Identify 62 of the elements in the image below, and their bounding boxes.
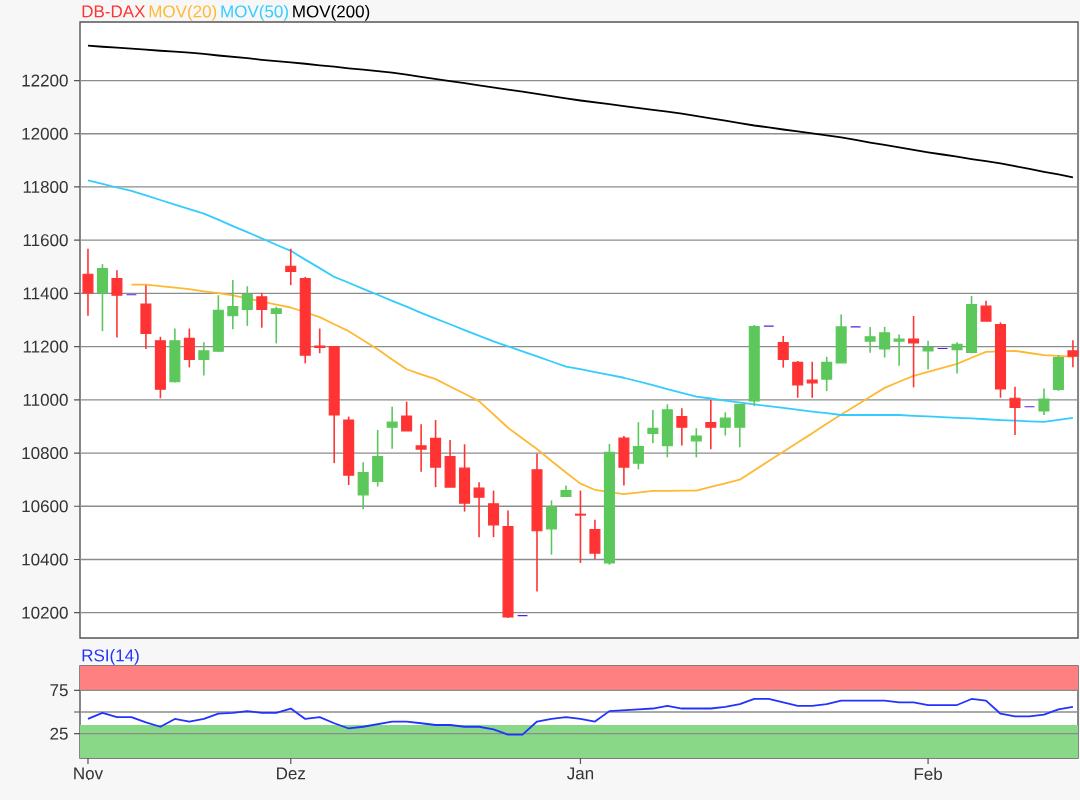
candlestick — [415, 423, 427, 473]
candlestick — [676, 407, 688, 447]
y-tick-label: 11800 — [23, 180, 68, 193]
candlestick — [922, 339, 934, 371]
candlestick — [821, 355, 833, 392]
candlestick — [1067, 339, 1079, 369]
candlestick — [386, 405, 398, 450]
candlestick — [401, 400, 413, 432]
candlestick — [183, 327, 195, 369]
y-tick-label: 11200 — [23, 340, 68, 353]
candlestick — [719, 411, 731, 437]
candlestick — [241, 285, 253, 327]
candlestick — [980, 300, 992, 322]
candlestick — [270, 305, 282, 345]
candlestick — [690, 427, 702, 459]
y-tick-label: 11600 — [23, 234, 68, 247]
candlestick — [488, 489, 500, 538]
candlestick — [1009, 386, 1021, 436]
candlestick — [198, 341, 210, 377]
candlestick — [285, 247, 297, 286]
candlestick — [647, 409, 659, 445]
candlestick — [792, 360, 804, 399]
text: MOV(20) — [149, 4, 217, 21]
candlestick — [806, 360, 818, 399]
candlestick — [82, 247, 94, 317]
y-tick-label: 25 — [50, 727, 68, 740]
candlestick — [632, 421, 644, 471]
y-tick-label: 12200 — [22, 74, 68, 87]
candlestick — [574, 489, 586, 564]
text: DB-DAX — [82, 5, 146, 18]
y-tick-label: 10600 — [22, 500, 68, 513]
candlestick — [473, 481, 485, 538]
y-tick-label: 75 — [50, 684, 68, 697]
candlestick — [111, 269, 123, 339]
x-tick-label: Dez — [277, 767, 306, 780]
candlestick — [908, 315, 920, 389]
candlestick — [256, 292, 268, 329]
y-tick-label: 10400 — [22, 553, 68, 566]
candlestick — [1038, 387, 1050, 416]
candlestick — [879, 326, 891, 359]
x-tick-label: Jan — [567, 767, 594, 780]
text: MOV(200) — [293, 4, 370, 21]
candlestick — [893, 333, 905, 367]
candlestick — [314, 327, 326, 355]
candlestick — [545, 499, 557, 556]
candlestick — [951, 341, 963, 375]
text: MOV(50) — [221, 4, 288, 21]
x-tick-label: Feb — [914, 767, 943, 781]
x-tick-label: Nov — [74, 767, 104, 780]
candlestick — [589, 519, 601, 560]
y-tick-label: 12000 — [22, 127, 68, 140]
y-tick-label: 11000 — [23, 393, 68, 406]
candlestick — [357, 461, 369, 510]
candlestick — [864, 326, 876, 354]
y-tick-label: 11400 — [23, 287, 68, 300]
candlestick — [227, 279, 239, 331]
y-tick-label: 10800 — [22, 447, 68, 460]
candlestick — [734, 403, 746, 448]
text: RSI(14) — [82, 648, 139, 665]
candlestick — [777, 335, 789, 369]
y-tick-label: 10200 — [22, 606, 68, 619]
candlestick — [705, 399, 717, 451]
